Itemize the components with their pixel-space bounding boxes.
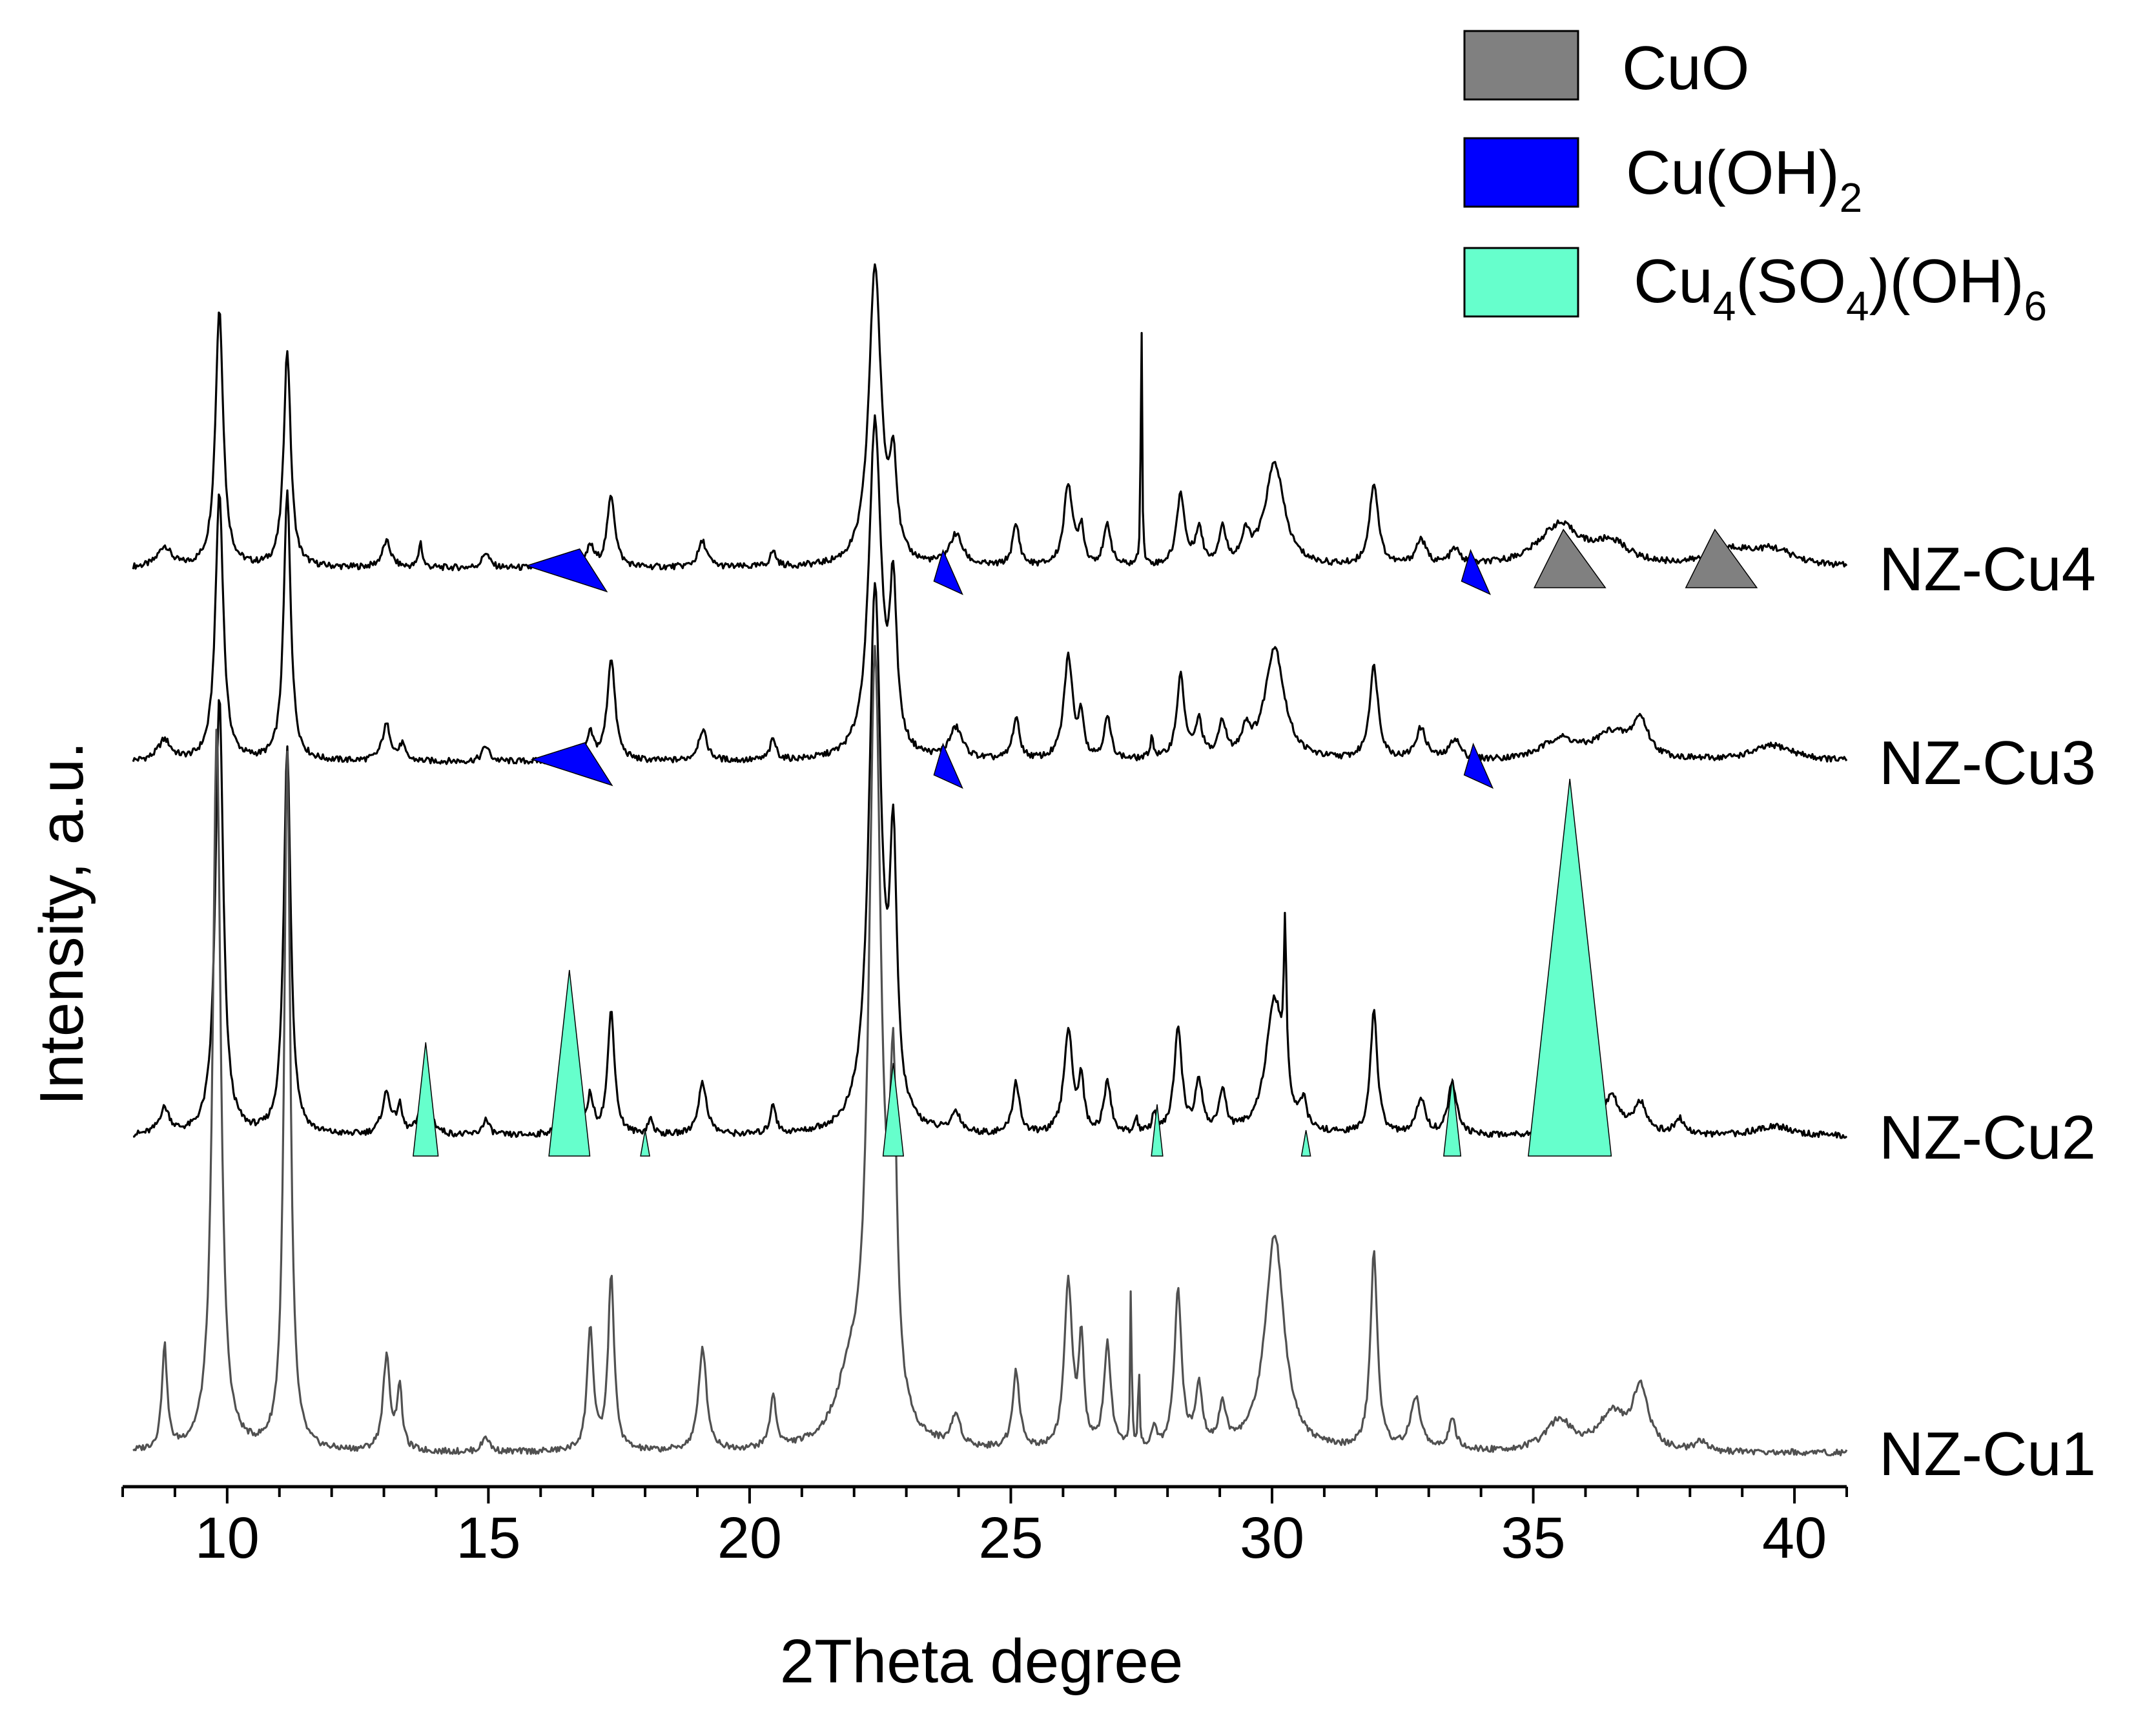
x-tick-label-25: 25 [978,1506,1043,1571]
phase-marker-nz-cu2-0 [413,1042,439,1157]
series-line-nz-cu1 [132,645,1848,1456]
x-axis-label: 2Theta degree [780,1627,1183,1696]
phase-marker-nz-cu2-7 [1528,778,1612,1157]
phase-marker-nz-cu2-4 [1151,1104,1164,1157]
phase-marker-nz-cu4-1 [933,548,963,595]
x-tick-label-10: 10 [195,1506,260,1571]
x-tick-label-40: 40 [1762,1506,1827,1571]
legend-label-cuoh2: Cu(OH)2 [1626,138,1862,221]
x-tick-label-35: 35 [1501,1506,1565,1571]
series-layer [132,263,1848,1456]
phase-marker-nz-cu2-2 [640,1130,650,1157]
x-tick-label-30: 30 [1240,1506,1304,1571]
legend-label-cu4so4oh6: Cu4(SO4)(OH)6 [1634,247,2047,329]
x-axis: 10 15 20 25 30 35 40 [121,1485,1848,1571]
series-label-nz-cu1: NZ-Cu1 [1879,1420,2096,1489]
phase-marker-nz-cu3-1 [933,742,963,789]
series-label-nz-cu4: NZ-Cu4 [1879,535,2096,604]
phase-marker-nz-cu4-0 [525,548,608,593]
series-label-nz-cu3: NZ-Cu3 [1879,728,2096,798]
y-axis-label: Intensity, a.u. [27,741,96,1106]
phase-marker-nz-cu3-2 [1463,742,1494,789]
phase-marker-nz-cu3-0 [530,742,613,787]
phase-marker-nz-cu4-4 [1685,528,1758,588]
legend: CuO Cu(OH)2 Cu4(SO4)(OH)6 [1463,30,2047,329]
legend-swatch-cu4so4oh6 [1463,247,1579,318]
legend-swatch-cuoh2 [1463,137,1579,208]
legend-label-cuo: CuO [1622,34,1749,103]
phase-marker-nz-cu2-5 [1300,1130,1311,1157]
series-label-nz-cu2: NZ-Cu2 [1879,1103,2096,1172]
series-labels: NZ-Cu4 NZ-Cu3 NZ-Cu2 NZ-Cu1 [1879,535,2096,1489]
series-line-nz-cu3 [132,414,1848,765]
phase-marker-nz-cu4-2 [1461,548,1491,595]
x-tick-label-20: 20 [717,1506,782,1571]
phase-marker-nz-cu2-3 [882,1062,905,1157]
series-line-nz-cu4 [132,263,1848,572]
legend-swatch-cuo [1463,30,1579,101]
phase-marker-nz-cu4-3 [1533,528,1607,588]
phase-marker-nz-cu2-6 [1443,1078,1462,1157]
phase-marker-nz-cu2-1 [548,969,591,1157]
marker-layer [413,528,1758,1157]
x-tick-label-15: 15 [456,1506,520,1571]
